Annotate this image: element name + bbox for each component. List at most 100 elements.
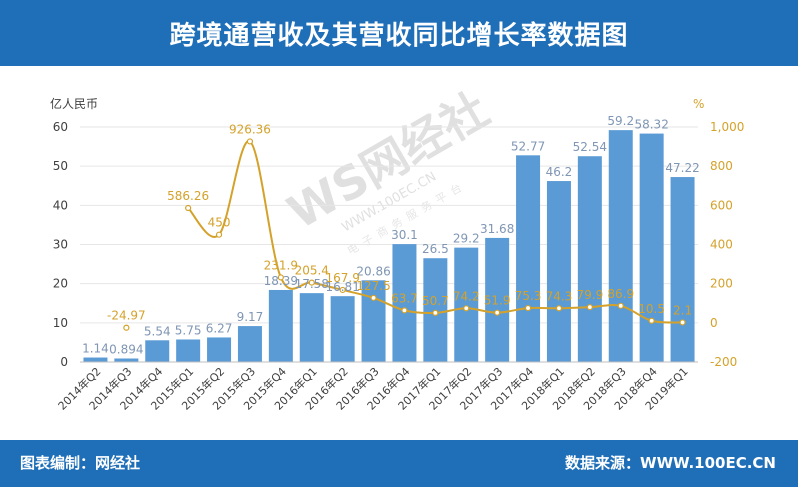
line-series <box>123 138 686 331</box>
line-value-label: 2.1 <box>673 303 692 317</box>
right-tick-label: 0 <box>710 316 718 330</box>
line-point <box>401 307 408 314</box>
bar <box>207 337 232 362</box>
bar <box>145 340 170 362</box>
line-value-label: -24.97 <box>107 309 146 323</box>
bar-value-label: 52.54 <box>573 140 607 154</box>
left-tick-label: 60 <box>53 120 68 134</box>
left-tick-label: 10 <box>53 316 68 330</box>
bar-value-label: 59.2 <box>607 114 634 128</box>
bar-value-label: 31.68 <box>480 222 514 236</box>
bar <box>268 289 293 362</box>
bar-value-label: 20.86 <box>356 264 390 278</box>
line-point <box>679 319 686 326</box>
right-tick-label: -200 <box>710 355 737 369</box>
line-value-label: 167.9 <box>325 271 359 285</box>
bar <box>546 181 571 362</box>
line-value-label: 127.5 <box>356 279 390 293</box>
right-tick-label: 600 <box>710 198 733 212</box>
line-value-label: 75.3 <box>515 289 542 303</box>
right-axis-unit: % <box>693 97 704 111</box>
left-tick-label: 20 <box>53 277 68 291</box>
header-bar: 跨境通营收及其营收同比增长率数据图 <box>0 0 798 66</box>
bar-value-label: 6.27 <box>206 321 233 335</box>
bar-value-label: 46.2 <box>546 165 573 179</box>
bar <box>330 296 355 362</box>
line-value-label: 74.2 <box>453 289 480 303</box>
left-tick-label: 50 <box>53 159 68 173</box>
line-value-label: 74.3 <box>546 289 573 303</box>
bar <box>176 339 201 362</box>
line-point <box>277 274 284 281</box>
line-point <box>370 294 377 301</box>
bar <box>639 133 664 362</box>
line-value-label: 63.7 <box>391 291 418 305</box>
bar-value-label: 5.54 <box>144 324 171 338</box>
growth-rate-line <box>187 140 683 324</box>
line-point <box>339 286 346 294</box>
line-point <box>215 231 223 238</box>
line-point <box>246 138 254 145</box>
wechat-icon <box>659 416 676 429</box>
line-value-label: 586.26 <box>167 189 209 203</box>
bar <box>454 247 479 362</box>
line-point <box>463 305 470 312</box>
bar <box>392 244 417 362</box>
bar-value-label: 52.77 <box>511 139 545 153</box>
line-value-label: 450 <box>208 216 231 230</box>
bar <box>361 280 386 362</box>
line-value-label: 205.4 <box>295 264 329 278</box>
line-point <box>617 302 624 309</box>
compiled-by: 图表编制：网经社 <box>20 454 141 472</box>
bar <box>485 237 510 362</box>
bar <box>299 293 324 362</box>
line-point <box>648 317 655 324</box>
line-value-label: 50.7 <box>422 294 449 308</box>
left-tick-label: 40 <box>53 198 68 212</box>
line-point <box>185 204 192 212</box>
line-point <box>555 305 563 312</box>
bar-value-label: 18.39 <box>264 274 298 288</box>
bar-value-label: 16.81 <box>325 280 359 294</box>
line-point <box>432 309 439 317</box>
line-point <box>524 304 532 312</box>
bar <box>237 326 262 362</box>
bar-value-label: 30.1 <box>391 228 418 242</box>
bar-value-label: 9.17 <box>237 310 264 324</box>
right-tick-label: 800 <box>710 159 733 173</box>
line-point <box>494 309 501 316</box>
right-tick-label: 400 <box>710 238 733 252</box>
line-point <box>586 304 593 311</box>
bar-value-label: 29.2 <box>453 232 480 246</box>
bar-value-label: 26.5 <box>422 242 449 256</box>
line-value-label: 10.5 <box>638 302 665 316</box>
footer-bar: 图表编制：网经社 数据来源：WWW.100EC.CN <box>0 440 798 487</box>
right-tick-label: 200 <box>710 277 733 291</box>
line-point <box>123 324 130 331</box>
line-value-label: 86.9 <box>607 287 634 301</box>
data-source: 数据来源：WWW.100EC.CN <box>565 454 776 472</box>
bar-value-label: 47.22 <box>665 161 699 175</box>
line-value-label: 79.9 <box>576 288 603 302</box>
bar-value-label: 17.58 <box>295 277 329 291</box>
watermark-brand: WS网经社 <box>279 82 498 240</box>
bar <box>577 156 602 362</box>
left-axis-unit: 亿人民币 <box>50 96 98 111</box>
bar <box>608 130 633 362</box>
line-value-label: 51.9 <box>484 294 511 308</box>
bar <box>114 358 139 362</box>
page-title: 跨境通营收及其营收同比增长率数据图 <box>169 20 629 51</box>
bar <box>670 177 695 362</box>
bar <box>83 357 108 362</box>
bar-value-label: 0.894 <box>109 342 143 356</box>
line-point <box>308 279 315 286</box>
left-tick-label: 0 <box>60 355 68 369</box>
bar-value-label: 5.75 <box>175 323 202 337</box>
left-tick-label: 30 <box>53 238 68 252</box>
wechat-id: 微信号: i100ec <box>659 414 778 434</box>
line-value-label: 231.9 <box>264 258 298 272</box>
bar-value-label: 1.14 <box>82 342 109 356</box>
